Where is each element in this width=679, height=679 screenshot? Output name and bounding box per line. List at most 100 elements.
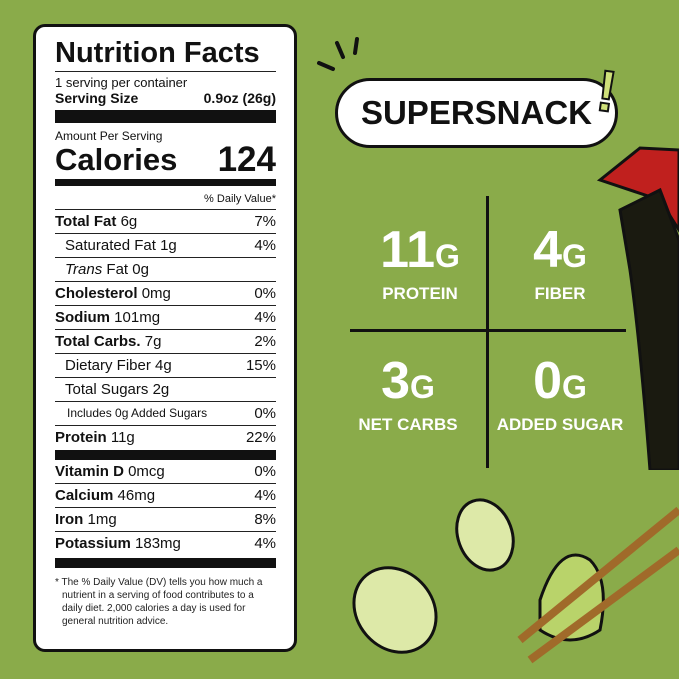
stat-unit: G	[410, 369, 435, 405]
nutrient-amount: 101mg	[114, 309, 161, 326]
nutrient-name: Protein 11g	[55, 426, 135, 450]
stat-value: 3	[381, 352, 411, 410]
servings: 1 serving per container	[55, 75, 188, 90]
nutrient-daily-value: 15%	[245, 357, 276, 374]
nutrient-name: Cholesterol 0mg	[55, 282, 171, 305]
calories-row: Calories 124	[55, 140, 276, 179]
nutrient-daily-value: 0%	[254, 405, 276, 422]
nutrient-daily-value: 4%	[254, 487, 276, 504]
nutrient-daily-value: 0%	[254, 463, 276, 480]
quadrant-divider-horizontal	[350, 329, 626, 332]
nutrient-label: Potassium	[55, 535, 131, 552]
sparkle-lines-icon	[317, 37, 359, 71]
stat-unit: G	[435, 238, 460, 274]
stat-unit: G	[562, 238, 587, 274]
quadrant-divider-vertical	[486, 196, 489, 468]
nutrient-daily-value: 8%	[254, 511, 276, 528]
nutrient-label: Calcium	[55, 487, 114, 504]
nutrient-row: Saturated Fat 1g 4%	[55, 234, 276, 258]
nutrient-daily-value: 4%	[254, 535, 276, 552]
calories-label: Calories	[55, 142, 178, 177]
nutrient-amount: 1mg	[87, 511, 117, 528]
nutrition-facts-label: Nutrition Facts 1 serving per container …	[33, 24, 297, 652]
stat-value: 4	[533, 221, 563, 279]
nutrient-row: Cholesterol 0mg 0%	[55, 282, 276, 306]
nutrient-row: Protein 11g 22%	[55, 426, 276, 460]
stat-label: PROTEIN	[382, 284, 458, 303]
stat-value: 11	[380, 221, 436, 279]
stat-unit: G	[562, 369, 587, 405]
nutrient-label: Protein	[55, 429, 107, 446]
stat-protein: 11G PROTEIN	[345, 222, 495, 304]
nutrient-name: Saturated Fat 1g	[55, 234, 177, 257]
nutrient-daily-value: 0%	[254, 285, 276, 302]
nutrient-label: Total Sugars	[65, 381, 149, 398]
nutrient-row: Total Fat 6g 7%	[55, 210, 276, 234]
nutrient-name: Total Carbs. 7g	[55, 330, 161, 353]
nutrient-name: Calcium 46mg	[55, 484, 155, 507]
divider	[55, 179, 276, 186]
serving-size-label: Serving Size	[55, 90, 139, 106]
nutrient-daily-value: 7%	[254, 213, 276, 230]
nutrient-row: Dietary Fiber 4g 15%	[55, 354, 276, 378]
nutrient-name: Sodium 101mg	[55, 306, 160, 329]
nutrient-amount: 2g	[152, 381, 170, 398]
nutrient-label: Iron	[55, 511, 84, 528]
nutrient-amount: 4g	[155, 357, 172, 374]
dv-header: % Daily Value*	[55, 189, 276, 210]
footnote: * The % Daily Value (DV) tells you how m…	[55, 577, 263, 627]
nutrient-amount: 46mg	[117, 487, 156, 504]
nutrient-daily-value: 22%	[245, 429, 276, 446]
serving-size-row: Serving Size 0.9oz (26g)	[55, 90, 276, 106]
nutrient-name: Includes 0g Added Sugars	[55, 402, 207, 425]
nutrient-label: Includes 0g Added Sugars	[67, 406, 208, 420]
nutrient-amount: 0g	[132, 261, 149, 278]
serving-size-value: 0.9oz (26g)	[203, 90, 276, 106]
nutrient-row: Trans Fat 0g	[55, 258, 276, 282]
nutrient-label: Total Carbs.	[55, 333, 141, 350]
nutrient-name: Iron 1mg	[55, 508, 117, 531]
nutrient-name: Total Fat 6g	[55, 210, 137, 233]
nutrient-amount: 1g	[160, 237, 177, 254]
nutrient-label: Cholesterol	[55, 285, 138, 302]
nutrient-label: Total Fat	[55, 213, 117, 230]
nutrient-label: Trans	[65, 261, 103, 278]
nutrient-name: Vitamin D 0mcg	[55, 460, 165, 483]
edamame-and-chopsticks-illustration	[352, 498, 679, 664]
nutrient-row: Iron 1mg 8%	[55, 508, 276, 532]
stat-value: 0	[533, 352, 563, 410]
nutrient-amount: 183mg	[135, 535, 181, 552]
stat-label: NET CARBS	[358, 415, 458, 434]
stat-net-carbs: 3G NET CARBS	[333, 353, 483, 435]
nutrient-daily-value: 4%	[254, 309, 276, 326]
nutrient-row: Total Sugars 2g	[55, 378, 276, 402]
amount-per-serving: Amount Per Serving	[55, 129, 163, 143]
nutrient-amount: 0mg	[141, 285, 171, 302]
stat-fiber: 4G FIBER	[485, 222, 635, 304]
nutrient-row: Vitamin D 0mcg 0%	[55, 460, 276, 484]
nutrient-amount: 7g	[144, 333, 162, 350]
nutrient-name: Potassium 183mg	[55, 532, 181, 558]
nutrient-amount: 11g	[110, 429, 135, 446]
nutrient-row: Total Carbs. 7g 2%	[55, 330, 276, 354]
stat-label: ADDED SUGAR	[496, 415, 624, 434]
nutrient-name: Dietary Fiber 4g	[55, 354, 172, 377]
nutrient-label: Sodium	[55, 309, 110, 326]
nutrient-label: Saturated Fat	[65, 237, 156, 254]
label-title: Nutrition Facts	[55, 37, 276, 72]
nutrient-amount: 6g	[120, 213, 138, 230]
calories-value: 124	[217, 140, 276, 179]
supersnack-badge: SUPERSNACK	[335, 78, 618, 148]
soy-sauce-bottle-icon	[596, 146, 679, 470]
nutrient-label: Dietary Fiber	[65, 357, 151, 374]
nutrient-row: Includes 0g Added Sugars 0%	[55, 402, 276, 426]
nutrient-row: Sodium 101mg 4%	[55, 306, 276, 330]
nutrient-name: Total Sugars 2g	[55, 378, 169, 401]
nutrient-daily-value: 4%	[254, 237, 276, 254]
divider	[55, 110, 276, 123]
nutrient-row: Potassium 183mg 4%	[55, 532, 276, 568]
stat-added-sugar: 0G ADDED SUGAR	[485, 353, 635, 435]
nutrient-daily-value: 2%	[254, 333, 276, 350]
nutrient-row: Calcium 46mg 4%	[55, 484, 276, 508]
nutrient-amount: 0mcg	[128, 463, 165, 480]
